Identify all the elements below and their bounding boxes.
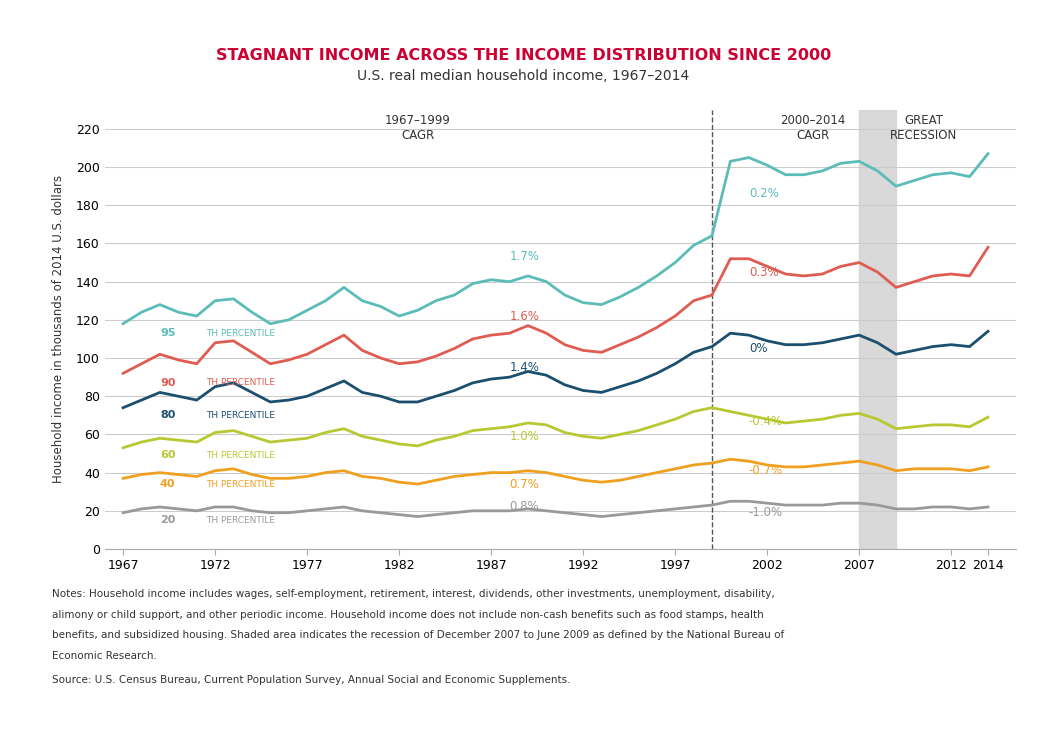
Bar [860, 110, 896, 549]
Text: 20: 20 [160, 515, 175, 526]
Text: Economic Research.: Economic Research. [52, 651, 157, 661]
Text: 0.2%: 0.2% [749, 187, 779, 201]
Text: 90: 90 [160, 378, 176, 388]
Text: -0.4%: -0.4% [749, 414, 783, 427]
Text: TH PERCENTILE: TH PERCENTILE [206, 411, 275, 420]
Text: GREAT
RECESSION: GREAT RECESSION [890, 113, 957, 141]
Text: 1.6%: 1.6% [510, 310, 539, 323]
Text: TH PERCENTILE: TH PERCENTILE [206, 378, 275, 387]
Text: U.S. real median household income, 1967–2014: U.S. real median household income, 1967–… [357, 69, 690, 83]
Text: 1.0%: 1.0% [510, 430, 539, 443]
Text: 95: 95 [160, 328, 176, 338]
Text: TH PERCENTILE: TH PERCENTILE [206, 479, 275, 488]
Text: 0.3%: 0.3% [749, 266, 778, 279]
Text: 0%: 0% [749, 342, 767, 355]
Text: -1.0%: -1.0% [749, 507, 783, 519]
Text: Source: U.S. Census Bureau, Current Population Survey, Annual Social and Economi: Source: U.S. Census Bureau, Current Popu… [52, 675, 571, 685]
Text: TH PERCENTILE: TH PERCENTILE [206, 329, 275, 337]
Text: 1967–1999
CAGR: 1967–1999 CAGR [384, 113, 450, 141]
Text: benefits, and subsidized housing. Shaded area indicates the recession of Decembe: benefits, and subsidized housing. Shaded… [52, 630, 784, 640]
Y-axis label: Household income in thousands of 2014 U.S. dollars: Household income in thousands of 2014 U.… [52, 176, 65, 483]
Text: 1.7%: 1.7% [510, 250, 539, 264]
Text: 80: 80 [160, 411, 175, 420]
Text: 2000–2014
CAGR: 2000–2014 CAGR [780, 113, 846, 141]
Text: 0.7%: 0.7% [510, 477, 539, 490]
Text: Notes: Household income includes wages, self-employment, retirement, interest, d: Notes: Household income includes wages, … [52, 589, 775, 600]
Text: TH PERCENTILE: TH PERCENTILE [206, 451, 275, 460]
Text: 0.8%: 0.8% [510, 501, 539, 513]
Text: STAGNANT INCOME ACROSS THE INCOME DISTRIBUTION SINCE 2000: STAGNANT INCOME ACROSS THE INCOME DISTRI… [216, 48, 831, 62]
Text: -0.7%: -0.7% [749, 464, 783, 477]
Text: TH PERCENTILE: TH PERCENTILE [206, 516, 275, 525]
Text: 60: 60 [160, 450, 176, 460]
Text: 40: 40 [160, 479, 176, 489]
Text: 1.4%: 1.4% [510, 361, 539, 374]
Text: alimony or child support, and other periodic income. Household income does not i: alimony or child support, and other peri… [52, 610, 764, 620]
